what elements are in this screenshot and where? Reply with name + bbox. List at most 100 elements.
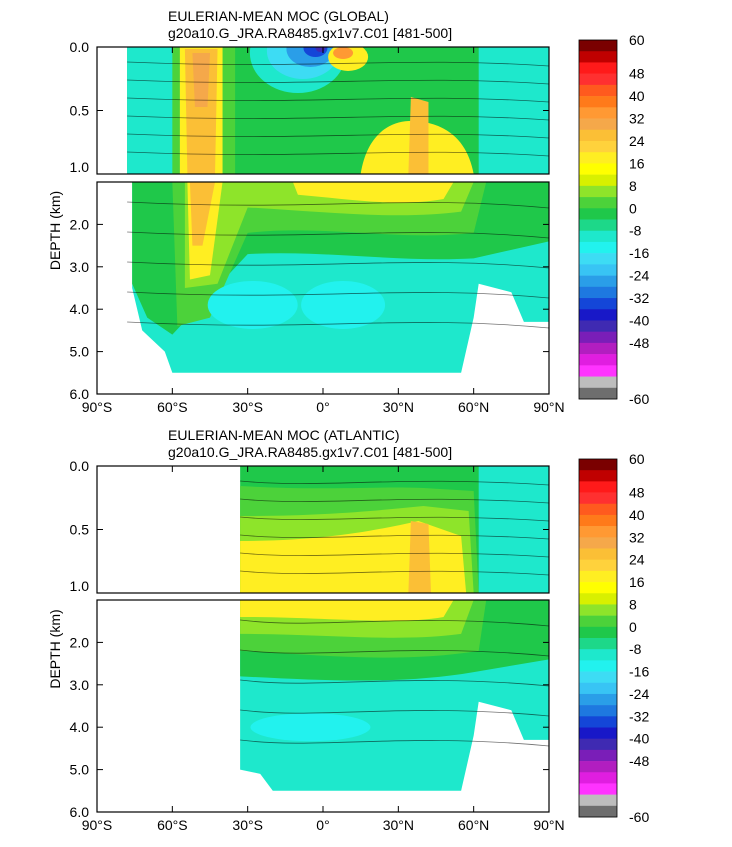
deep-negative-cell [250,713,371,742]
chart-title: EULERIAN-MEAN MOC (GLOBAL) [168,8,389,24]
colorbar-swatch [579,537,617,549]
colorbar-swatch [579,309,617,321]
colorbar-swatch [579,107,617,119]
colorbar-swatch [579,264,617,276]
colorbar-swatch [579,118,617,131]
colorbar-swatch [579,241,617,254]
colorbar-label: -16 [629,664,649,680]
x-tick-label: 60°S [157,399,188,415]
colorbar: 60 48 40 32 24 16 8 0 -8 -16 -24 -32 -40 -48 -60 [578,32,649,407]
colorbar-label: 16 [629,155,645,171]
colorbar-swatch [579,275,617,288]
colorbar-swatch [579,62,617,74]
colorbar-frame [578,39,618,400]
colorbar-swatch [579,604,617,616]
colorbar-label: 8 [629,178,637,194]
chart-subtitle: g20a10.G_JRA.RA8485.gx1v7.C01 [481-500] [168,444,452,460]
colorbar-swatch [579,749,617,762]
colorbar-swatch [579,727,617,739]
colorbar-swatch [579,738,617,751]
colorbar-label: -40 [629,312,649,328]
colorbar-swatch [579,492,617,505]
colorbar-swatch [579,716,617,728]
colorbar-label: -60 [629,809,649,825]
x-tick-label: 0° [316,399,329,415]
x-tick-label: 30°S [232,399,263,415]
colorbar-swatch [579,354,617,366]
colorbar-swatch [579,331,617,344]
y-tick-label: 0.5 [70,522,90,538]
y-tick-label: 0.0 [70,39,90,55]
colorbar-label: 40 [629,507,645,523]
x-tick-label: 30°N [383,399,414,415]
colorbar-swatch [579,320,617,332]
colorbar-label: -48 [629,753,649,769]
colorbar-swatch [579,174,617,187]
colorbar-swatch [579,253,617,265]
colorbar-swatch [579,185,617,198]
colorbar-swatch [579,140,617,153]
colorbar-swatch [579,481,617,493]
colorbar-swatch [579,286,617,299]
y-tick-label: 4.0 [70,719,90,735]
colorbar-swatch [579,615,617,628]
colorbar-label: -8 [629,641,642,657]
colorbar-swatch [579,84,617,97]
colorbar-label: -48 [629,335,649,351]
x-tick-label: 90°S [82,817,113,833]
y-tick-label: 0.0 [70,458,90,474]
y-tick-label: 6.0 [70,386,90,402]
colorbar-swatch [579,783,617,795]
colorbar-label: 8 [629,596,637,612]
aabw-cell-north [301,280,386,329]
colorbar-swatch [579,96,617,108]
chart-title: EULERIAN-MEAN MOC (ATLANTIC) [168,427,400,443]
colorbar-swatch [579,230,617,243]
y-tick-label: 1.0 [70,578,90,594]
colorbar-swatch [579,129,617,142]
colorbar-swatch [579,459,617,471]
colorbar-swatch [579,208,617,220]
y-tick-label: 1.0 [70,159,90,175]
colorbar-swatch [579,638,617,650]
aabw-cell-south [207,280,298,329]
y-axis-label: DEPTH (km) [47,191,63,270]
colorbar-label: -16 [629,245,649,261]
x-tick-label: 90°N [533,399,564,415]
colorbar-swatch [579,376,617,389]
colorbar-swatch [579,682,617,695]
x-tick-label: 30°N [383,817,414,833]
y-tick-label: 0.5 [70,103,90,119]
x-tick-label: 90°S [82,399,113,415]
contour-field [240,466,549,791]
y-tick-label: 2.0 [70,216,90,232]
colorbar-swatch [579,570,617,583]
colorbar-label: 48 [629,66,645,82]
colorbar-swatch [579,526,617,538]
colorbar-swatch [579,772,617,784]
colorbar-swatch [579,582,617,594]
contour-lines [240,480,549,747]
colorbar-label: -60 [629,391,649,407]
colorbar-swatch [579,73,617,86]
colorbar-swatch [579,805,617,818]
colorbar-swatch [579,548,617,560]
colorbar-label: 60 [629,451,645,467]
colorbar-swatch [579,761,617,773]
colorbar-swatch [579,40,617,52]
contour-lines [127,61,549,329]
x-tick-label: 0° [316,817,329,833]
y-tick-label: 6.0 [70,804,90,820]
chart-subtitle: g20a10.G_JRA.RA8485.gx1v7.C01 [481-500] [168,25,452,41]
colorbar-label: -32 [629,290,649,306]
x-tick-label: 90°N [533,817,564,833]
colorbar-swatch [579,649,617,661]
colorbar-label: 60 [629,32,645,48]
colorbar-label: 0 [629,200,637,216]
colorbar-swatch [579,693,617,706]
colorbar-swatch [579,671,617,684]
colorbar-label: 24 [629,133,645,149]
colorbar-label: -40 [629,731,649,747]
panel-atlantic: EULERIAN-MEAN MOC (ATLANTIC)g20a10.G_JRA… [47,427,649,833]
